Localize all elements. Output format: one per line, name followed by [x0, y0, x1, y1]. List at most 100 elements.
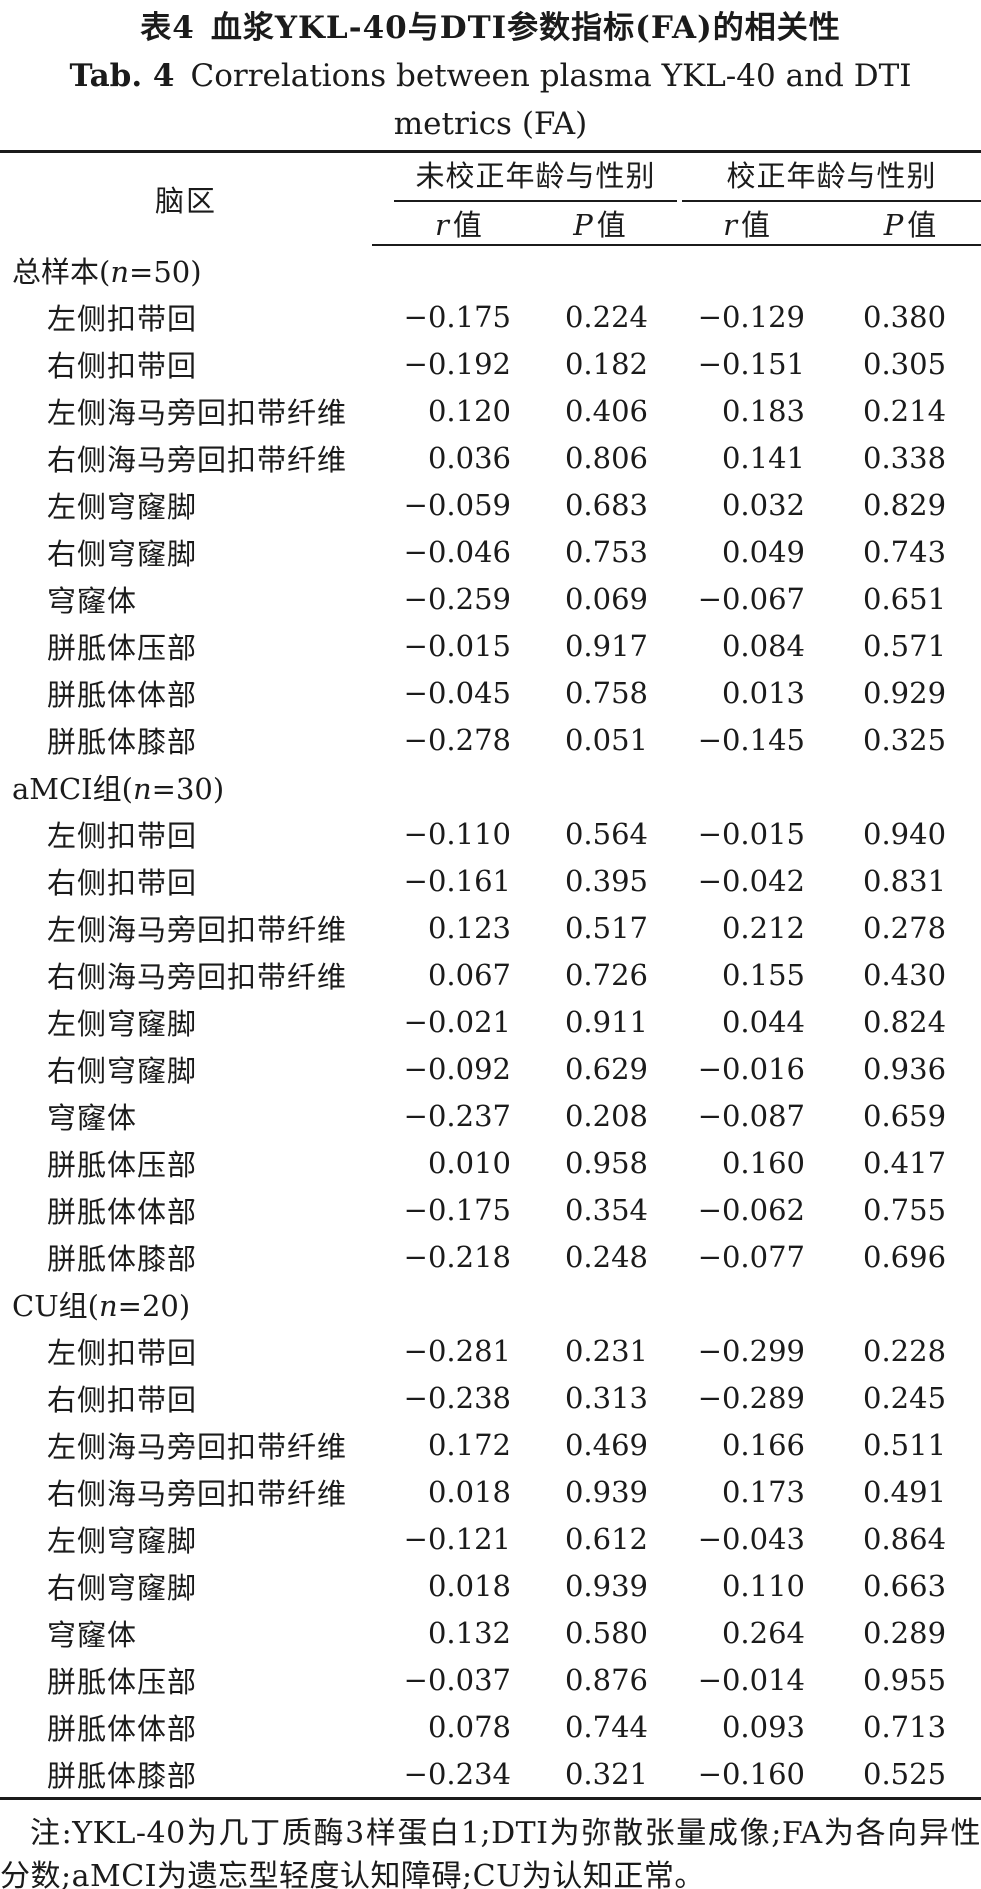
cell-r-uncorrected: 0.172 [427, 1427, 511, 1462]
section-label-suffix: =20) [117, 1288, 191, 1323]
cell-p-uncorrected: 0.248 [564, 1239, 649, 1274]
cell-r-uncorrected: 0.036 [427, 440, 511, 475]
section-header-row: CU组(n=20) [0, 1280, 981, 1327]
section-label-prefix: aMCI组( [12, 771, 133, 806]
cell-r-corrected: −0.014 [697, 1662, 806, 1697]
cell-p-corrected: 0.380 [863, 299, 947, 334]
cell-r-corrected: 0.044 [721, 1004, 806, 1039]
cell-r-corrected: 0.013 [721, 675, 806, 710]
cell-r-corrected: −0.016 [697, 1051, 806, 1086]
cell-p-corrected: 0.831 [863, 863, 947, 898]
table-row: 胼胝体体部 0.078 0.744 0.093 0.713 [0, 1703, 981, 1750]
cell-p-corrected: 0.417 [863, 1145, 947, 1180]
cell-r-corrected: −0.067 [697, 581, 806, 616]
cell-p-corrected: 0.940 [863, 816, 947, 851]
cell-r-corrected: 0.183 [721, 393, 806, 428]
cell-p-corrected: 0.511 [863, 1427, 947, 1462]
cell-r-corrected: −0.299 [697, 1333, 806, 1368]
cell-p-uncorrected: 0.208 [564, 1098, 649, 1133]
cell-region: 右侧海马旁回扣带纤维 [47, 1476, 348, 1511]
section-label-n-symbol: n [98, 1288, 118, 1323]
cell-p-corrected: 0.713 [863, 1709, 947, 1744]
cell-r-uncorrected: −0.234 [403, 1756, 511, 1791]
table-row: 胼胝体体部 −0.175 0.354 −0.062 0.755 [0, 1186, 981, 1233]
cell-p-uncorrected: 0.469 [564, 1427, 649, 1462]
table-row: 右侧穹窿脚 −0.046 0.753 0.049 0.743 [0, 528, 981, 575]
cell-region: 穹窿体 [47, 1617, 138, 1652]
cell-region: 左侧扣带回 [47, 818, 198, 853]
cell-r-uncorrected: −0.110 [403, 816, 511, 851]
cell-r-corrected: 0.141 [721, 440, 806, 475]
cell-p-corrected: 0.491 [863, 1474, 947, 1509]
section-label-prefix: CU组( [12, 1288, 99, 1323]
table-number-en: Tab. 4 [69, 58, 175, 94]
cell-p-uncorrected: 0.758 [564, 675, 649, 710]
table-row: 右侧扣带回 −0.192 0.182 −0.151 0.305 [0, 340, 981, 387]
table-row: 左侧海马旁回扣带纤维 0.123 0.517 0.212 0.278 [0, 904, 981, 951]
cell-region: 胼胝体体部 [47, 677, 198, 712]
cell-region: 右侧穹窿脚 [47, 536, 198, 571]
cell-r-uncorrected: −0.021 [403, 1004, 511, 1039]
section-label-n-symbol: n [110, 254, 130, 289]
cell-region: 胼胝体压部 [47, 630, 198, 665]
cell-p-uncorrected: 0.224 [564, 299, 649, 334]
table-row: 穹窿体 −0.259 0.069 −0.067 0.651 [0, 575, 981, 622]
table-row: 左侧海马旁回扣带纤维 0.120 0.406 0.183 0.214 [0, 387, 981, 434]
cell-p-uncorrected: 0.612 [564, 1521, 649, 1556]
cell-p-corrected: 0.829 [863, 487, 947, 522]
cell-r-uncorrected: 0.078 [427, 1709, 511, 1744]
cell-r-corrected: 0.212 [721, 910, 806, 945]
cell-region: 右侧扣带回 [47, 1382, 198, 1417]
cell-p-corrected: 0.659 [863, 1098, 947, 1133]
cell-r-uncorrected: −0.238 [403, 1380, 511, 1415]
cell-p-corrected: 0.278 [863, 910, 947, 945]
cell-r-corrected: 0.160 [721, 1145, 806, 1180]
cell-region: 穹窿体 [47, 583, 138, 618]
table-row: 右侧扣带回 −0.238 0.313 −0.289 0.245 [0, 1374, 981, 1421]
cell-r-uncorrected: 0.132 [427, 1615, 511, 1650]
table-row: 右侧海马旁回扣带纤维 0.067 0.726 0.155 0.430 [0, 951, 981, 998]
table-row: 穹窿体 0.132 0.580 0.264 0.289 [0, 1609, 981, 1656]
cell-p-uncorrected: 0.406 [564, 393, 649, 428]
cell-region: 左侧穹窿脚 [47, 1006, 198, 1041]
section-label: 总样本(n=50) [0, 245, 981, 293]
col-group-corrected-label: 校正年龄与性别 [682, 153, 981, 202]
cell-region: 左侧穹窿脚 [47, 489, 198, 524]
cell-p-uncorrected: 0.939 [564, 1568, 649, 1603]
cell-region: 胼胝体膝部 [47, 1758, 198, 1793]
cell-r-uncorrected: 0.067 [427, 957, 511, 992]
table-title-en-text: Correlations between plasma YKL-40 and D… [190, 58, 912, 94]
table-row: 左侧穹窿脚 −0.121 0.612 −0.043 0.864 [0, 1515, 981, 1562]
section-label-prefix: 总样本( [12, 254, 111, 289]
cell-r-corrected: −0.289 [697, 1380, 806, 1415]
table-row: 右侧海马旁回扣带纤维 0.036 0.806 0.141 0.338 [0, 434, 981, 481]
cell-p-corrected: 0.955 [863, 1662, 947, 1697]
section-header-row: aMCI组(n=30) [0, 763, 981, 810]
cell-p-uncorrected: 0.911 [564, 1004, 649, 1039]
cell-p-corrected: 0.525 [863, 1756, 947, 1791]
cell-p-uncorrected: 0.726 [564, 957, 649, 992]
cell-r-uncorrected: −0.192 [403, 346, 511, 381]
cell-p-corrected: 0.305 [863, 346, 947, 381]
cell-r-corrected: 0.093 [721, 1709, 806, 1744]
cell-p-uncorrected: 0.069 [564, 581, 649, 616]
cell-p-corrected: 0.824 [863, 1004, 947, 1039]
cell-p-uncorrected: 0.753 [564, 534, 649, 569]
cell-p-corrected: 0.651 [863, 581, 947, 616]
cell-r-corrected: −0.087 [697, 1098, 806, 1133]
cell-region: 左侧海马旁回扣带纤维 [47, 1429, 348, 1464]
cell-p-uncorrected: 0.806 [564, 440, 649, 475]
table-footnote: 注:YKL-40为几丁质酶3样蛋白1;DTI为弥散张量成像;FA为各向异性分数;… [0, 1816, 981, 1889]
cell-p-uncorrected: 0.958 [564, 1145, 649, 1180]
cell-p-uncorrected: 0.395 [564, 863, 649, 898]
cell-r-uncorrected: −0.092 [403, 1051, 511, 1086]
cell-p-corrected: 0.696 [863, 1239, 947, 1274]
table-body: 总样本(n=50) 左侧扣带回 −0.175 0.224 −0.129 0.38… [0, 245, 981, 1799]
p-symbol: P [883, 208, 904, 242]
table-row: 胼胝体压部 −0.015 0.917 0.084 0.571 [0, 622, 981, 669]
cell-p-corrected: 0.743 [863, 534, 947, 569]
cell-region: 右侧穹窿脚 [47, 1053, 198, 1088]
cell-r-uncorrected: −0.237 [403, 1098, 511, 1133]
